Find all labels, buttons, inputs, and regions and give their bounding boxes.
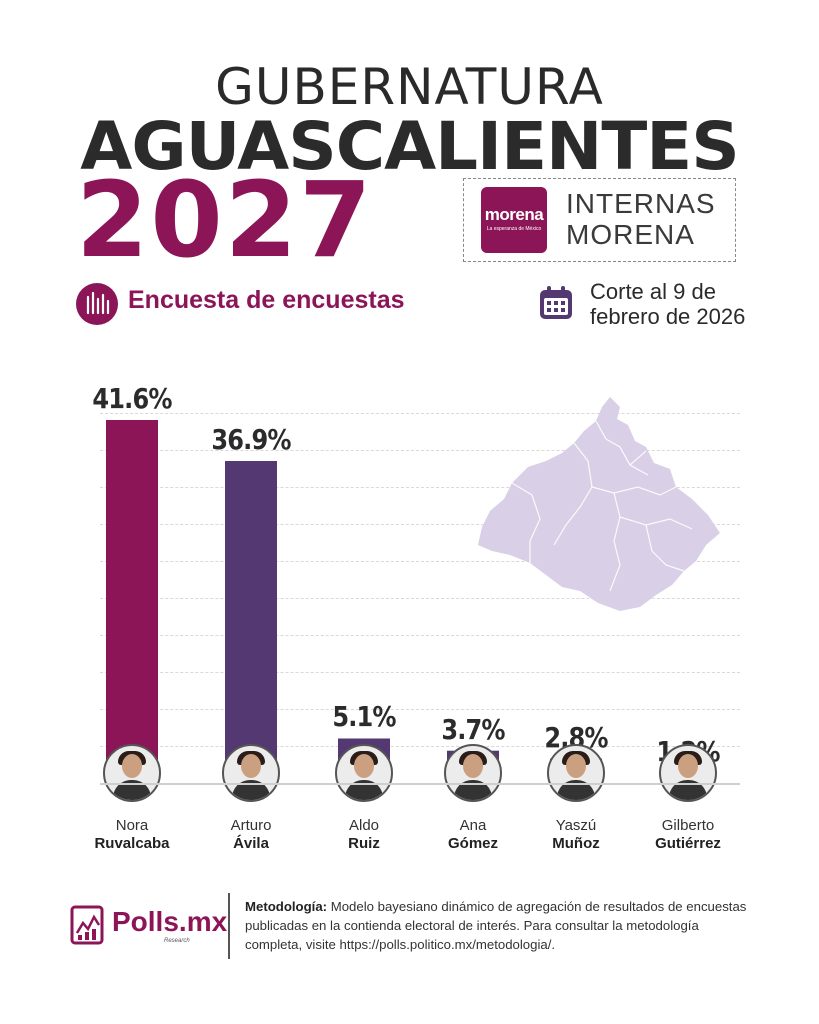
candidate-last-name: Ruiz [348, 835, 380, 852]
candidate-avatar [659, 744, 717, 802]
candidate-name: Arturo Ávila [191, 817, 311, 853]
internas-line2: MORENA [566, 219, 695, 250]
candidate-first-name: Arturo [230, 817, 272, 834]
title-gubernatura: GUBERNATURA [215, 58, 604, 116]
internas-box [463, 178, 736, 262]
footer-divider [228, 893, 230, 959]
morena-logo-text: morena [484, 205, 544, 224]
gridline [100, 598, 740, 599]
bar-value-label: 3.7% [441, 712, 505, 746]
polls-brand: Polls.mx [112, 906, 228, 937]
candidate-avatar [222, 744, 280, 802]
cutoff-line2: febrero de 2026 [590, 304, 746, 329]
candidate-last-name: Gómez [447, 835, 498, 852]
gridline [100, 450, 740, 451]
candidate-avatar [547, 744, 605, 802]
bar-value-label: 41.6% [92, 382, 172, 415]
candidate-last-name: Gutiérrez [655, 835, 721, 852]
candidate-avatar [335, 744, 393, 802]
candidate-last-name: Ávila [233, 835, 269, 852]
morena-logo-sub: La esperanza de México [486, 226, 542, 232]
internas-label: INTERNAS MORENA [566, 188, 716, 250]
candidate-first-name: Yaszú [555, 817, 597, 834]
bar-value-label: 5.1% [332, 700, 396, 734]
gridline [100, 709, 740, 710]
gridline [100, 746, 740, 747]
candidate-avatar [444, 744, 502, 802]
candidate-name: Nora Ruvalcaba [72, 817, 192, 853]
encuesta-label: Encuesta de encuestas [128, 286, 405, 314]
bar-value-label: 36.9% [211, 423, 291, 456]
polls-brand-sub: Research [164, 938, 190, 944]
x-axis [100, 783, 740, 785]
methodology-text: Metodología: Modelo bayesiano dinámico d… [245, 897, 755, 954]
candidate-name: Aldo Ruiz [304, 817, 424, 853]
methodology-label: Metodología: [245, 899, 328, 914]
candidate-first-name: Gilberto [661, 817, 715, 834]
candidate-name: Gilberto Gutiérrez [628, 817, 748, 853]
bar-chart-icon [76, 283, 118, 325]
candidate-first-name: Nora [115, 817, 149, 834]
title-year: 2027 [76, 159, 374, 281]
candidate-name: Ana Gómez [413, 817, 533, 853]
candidate-last-name: Ruvalcaba [94, 835, 170, 852]
candidate-name: Yaszú Muñoz [516, 817, 636, 853]
gridline [100, 635, 740, 636]
gridline [100, 487, 740, 488]
gridline [100, 561, 740, 562]
title-state: AGUASCALIENTES [80, 108, 739, 185]
gridline [100, 413, 740, 414]
candidate-avatar [103, 744, 161, 802]
aguascalientes-map [470, 395, 725, 620]
cutoff-date: Corte al 9 de febrero de 2026 [590, 279, 745, 329]
morena-logo: morena La esperanza de México [481, 187, 547, 253]
polls-logo-icon [70, 905, 106, 945]
methodology-body: Modelo bayesiano dinámico de agregación … [245, 899, 747, 952]
internas-line1: INTERNAS [566, 188, 716, 219]
gridline [100, 524, 740, 525]
candidate-first-name: Aldo [348, 817, 380, 834]
bar [106, 420, 158, 783]
calendar-icon [538, 285, 574, 321]
candidate-last-name: Muñoz [552, 835, 600, 852]
cutoff-line1: Corte al 9 de [590, 279, 716, 304]
candidate-first-name: Ana [459, 817, 487, 834]
bar [225, 461, 277, 783]
gridline [100, 672, 740, 673]
